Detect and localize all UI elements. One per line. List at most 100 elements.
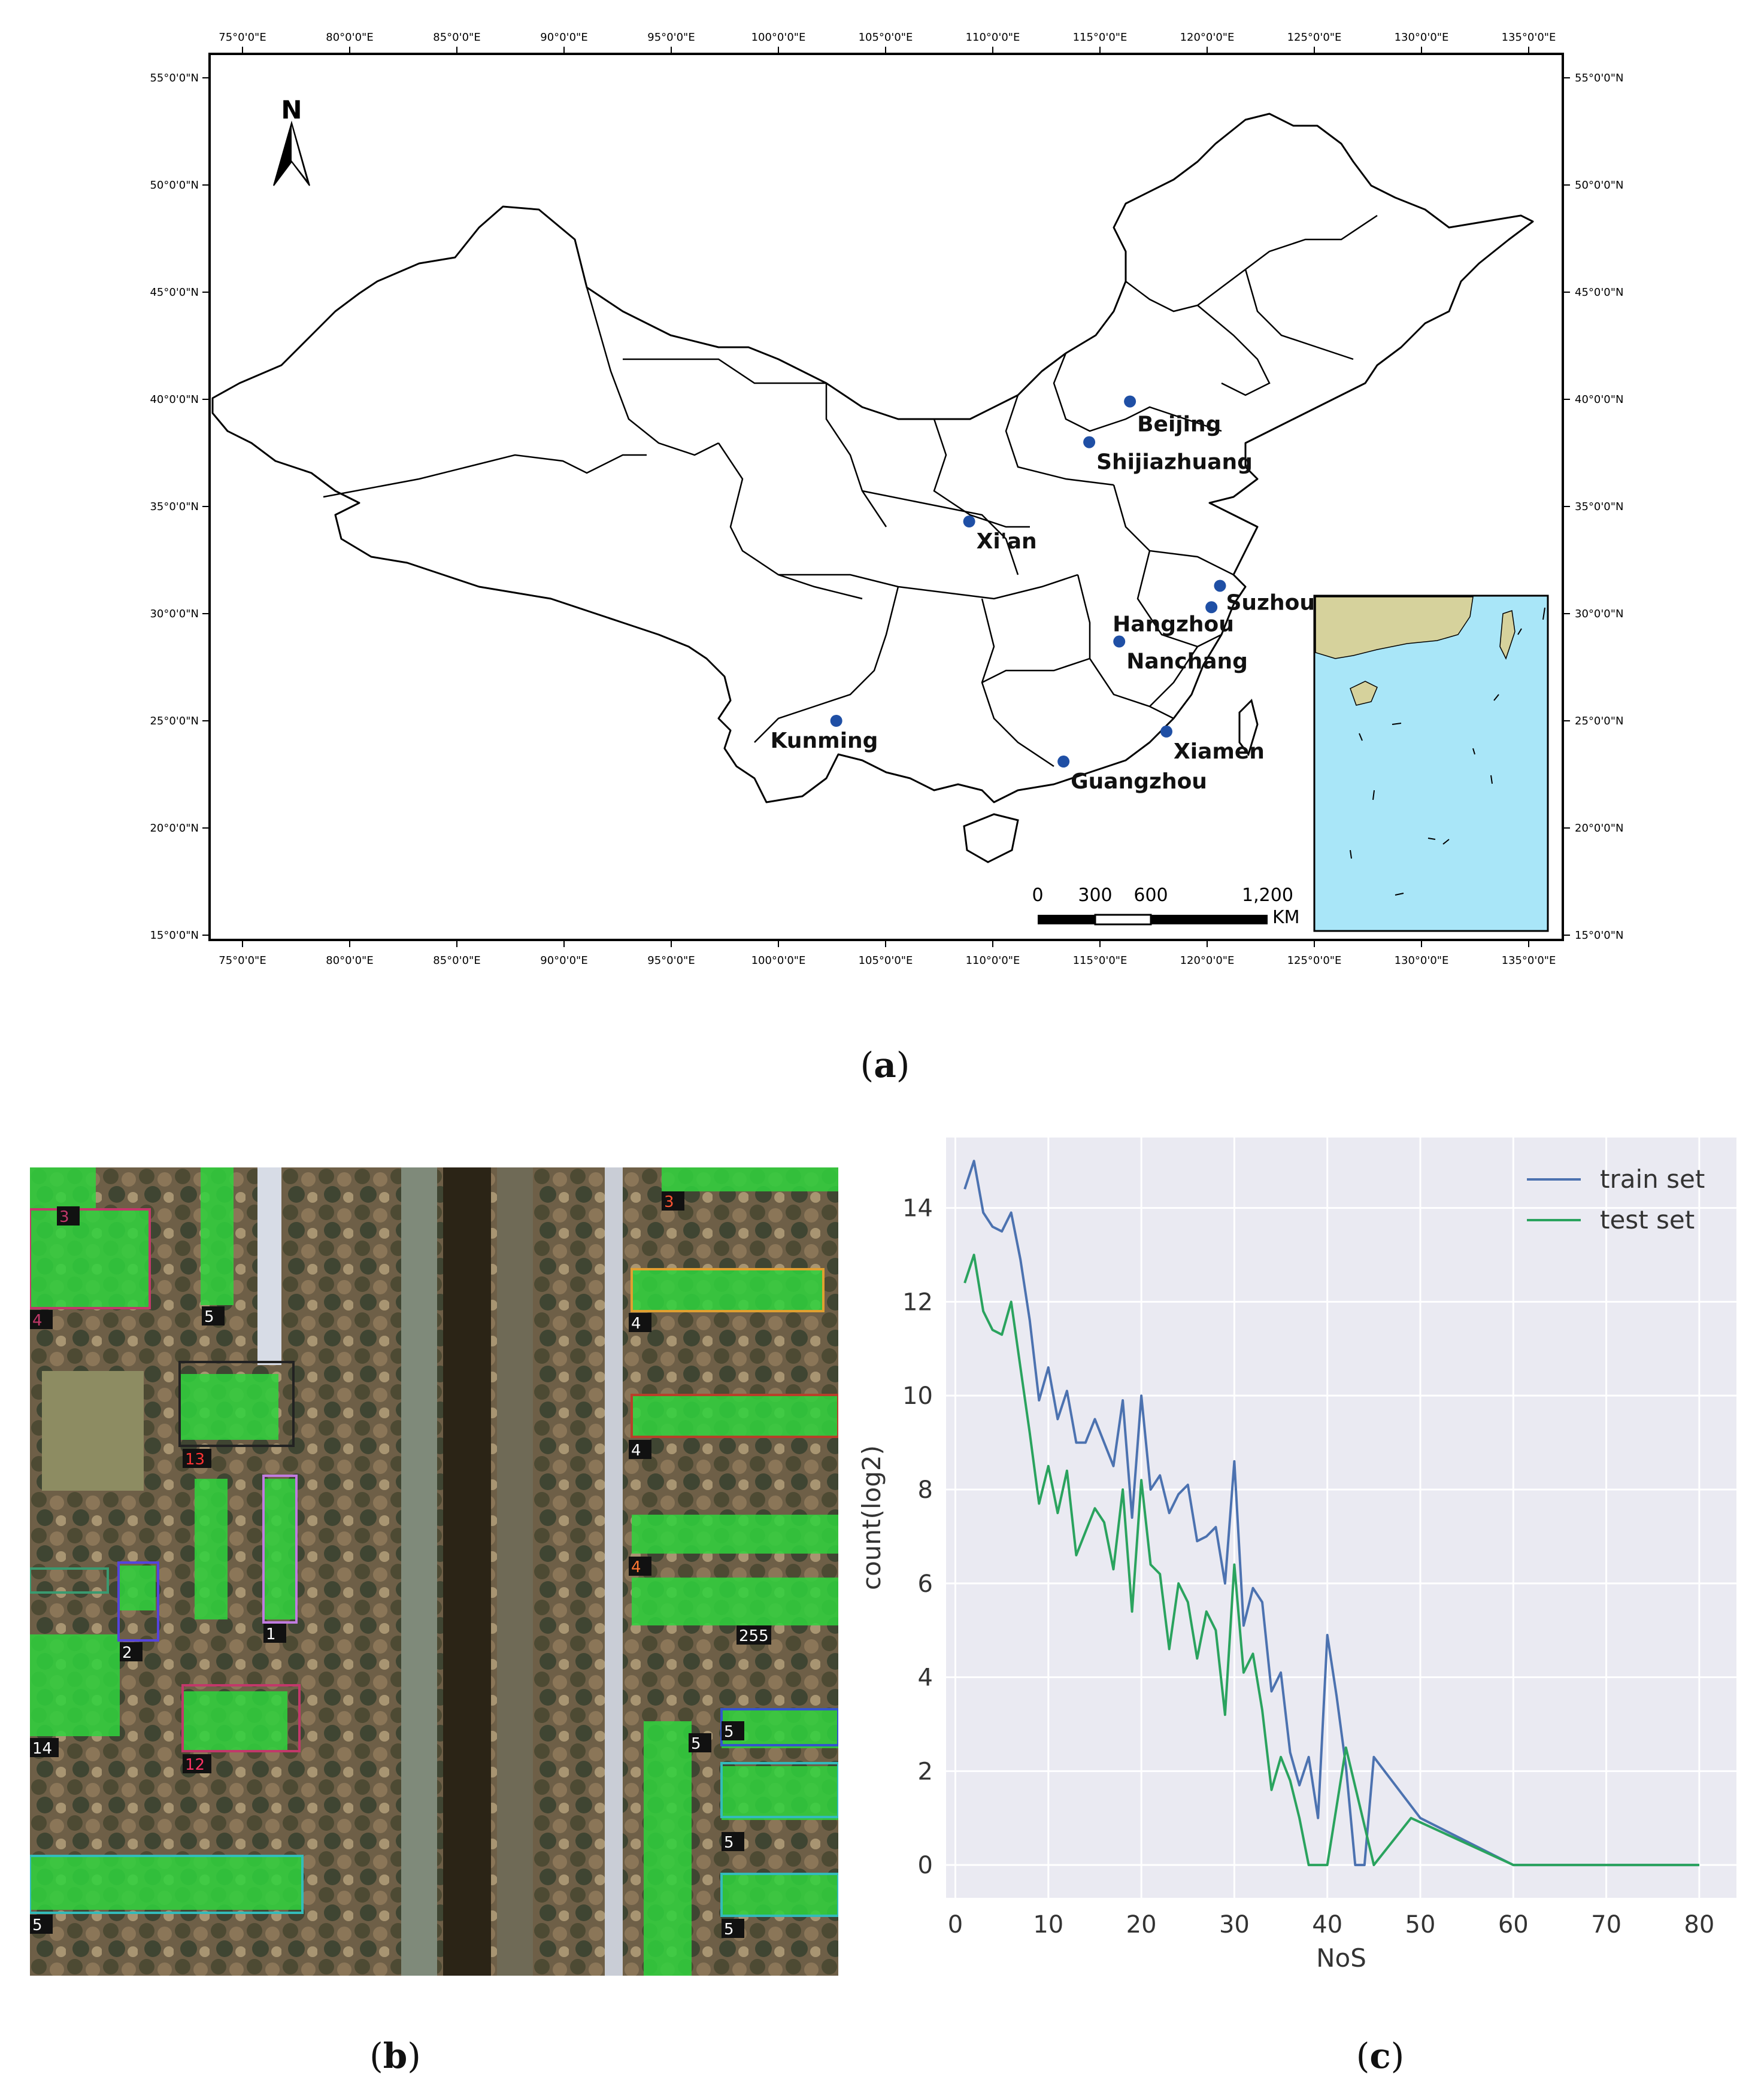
lon-label-bottom: 75°0'0"E [219, 954, 266, 967]
north-label: N [281, 95, 302, 125]
lon-label-top: 105°0'0"E [859, 31, 913, 44]
figure-b-aerial: 3 5 4 4 13 4 4 1 2 14 12 255 5 5 5 5 5 3 [29, 1167, 839, 1976]
north-arrow: N [273, 95, 310, 186]
lon-label-top: 90°0'0"E [540, 31, 587, 44]
canal [443, 1167, 491, 1976]
lat-label-left: 35°0'0"N [150, 501, 199, 513]
city-label: Xi'an [977, 529, 1037, 554]
latitude-ticks: 55°0'0"N 55°0'0"N 50°0'0"N 50°0'0"N 45°0'0"N… [150, 72, 1623, 942]
label-badge [263, 1624, 286, 1643]
lat-label-right: 30°0'0"N [1575, 608, 1624, 620]
lon-label-top: 135°0'0"E [1502, 31, 1556, 44]
inset-taiwan [1499, 610, 1516, 660]
label-badge [736, 1625, 771, 1645]
building-label: 4 [631, 1315, 641, 1333]
lon-label-top: 85°0'0"E [433, 31, 480, 44]
lat-label-right: 35°0'0"N [1575, 501, 1624, 513]
city-marker [830, 715, 842, 727]
label-badge [30, 1738, 59, 1757]
x-tick-label: 40 [1312, 1911, 1342, 1939]
china-map: 75°0'0"E 75°0'0"E 80°0'0"E 80°0'0"E 85°0'0"E… [150, 31, 1623, 967]
series-layer [963, 1160, 1699, 1867]
city-marker [1124, 395, 1136, 408]
label-badge [662, 1191, 684, 1211]
city-label: Kunming [771, 729, 878, 753]
building-masks [30, 1167, 838, 1976]
building-label: 12 [185, 1756, 205, 1774]
series-line-train [963, 1160, 1699, 1867]
label-badge [722, 1721, 744, 1740]
y-tick-label: 12 [902, 1288, 933, 1316]
chart-legend: train set test set [1527, 1164, 1705, 1234]
label-badge [202, 1306, 225, 1325]
lon-label-top: 100°0'0"E [751, 31, 806, 44]
city-marker [963, 515, 975, 528]
building-label: 1 [266, 1625, 276, 1643]
country-outline [211, 113, 1534, 803]
city-marker [1205, 601, 1218, 614]
x-tick-label: 0 [948, 1911, 963, 1939]
caption-a: (a) [860, 1045, 910, 1085]
scale-bar: 0 300 600 1,200 KM [1032, 885, 1299, 928]
grid-lines [946, 1138, 1736, 1898]
city-label: Xiamen [1174, 739, 1265, 764]
x-tick-label: 80 [1684, 1911, 1714, 1939]
lat-label-right: 15°0'0"N [1575, 929, 1624, 942]
lon-label-top: 80°0'0"E [326, 31, 373, 44]
lat-label-right: 40°0'0"N [1575, 393, 1624, 406]
scale-label-0: 0 [1032, 885, 1043, 906]
lat-label-right: 50°0'0"N [1575, 179, 1624, 192]
province-boundaries [323, 214, 1378, 768]
caption-b: (b) [369, 2036, 421, 2076]
lat-label-left: 30°0'0"N [150, 608, 199, 620]
building-label: 4 [32, 1312, 43, 1330]
city-marker [1160, 725, 1172, 738]
hainan-island [963, 813, 1019, 863]
city-marker [1083, 436, 1096, 448]
city-label: Nanchang [1126, 650, 1248, 674]
x-tick-label: 20 [1126, 1911, 1157, 1939]
lat-label-right: 25°0'0"N [1575, 715, 1624, 727]
lat-label-left: 45°0'0"N [150, 286, 199, 299]
lon-label-bottom: 85°0'0"E [433, 954, 480, 967]
lon-label-top: 115°0'0"E [1073, 31, 1127, 44]
lat-label-left: 40°0'0"N [150, 393, 199, 406]
y-tick-label: 4 [918, 1664, 933, 1692]
y-tick-label: 0 [918, 1852, 933, 1879]
lon-label-bottom: 130°0'0"E [1395, 954, 1449, 967]
caption-c: (c) [1356, 2036, 1405, 2076]
label-badge [30, 1915, 53, 1934]
scale-label-600: 600 [1133, 885, 1168, 906]
label-badge [722, 1919, 744, 1938]
legend-label: test set [1600, 1205, 1695, 1234]
building-label: 5 [724, 1723, 734, 1741]
city-label: Shijiazhuang [1096, 450, 1253, 475]
x-tick-label: 60 [1498, 1911, 1529, 1939]
label-badge [183, 1449, 211, 1468]
lon-label-bottom: 80°0'0"E [326, 954, 373, 967]
lon-label-bottom: 120°0'0"E [1180, 954, 1235, 967]
lat-label-left: 20°0'0"N [150, 822, 199, 835]
building-label: 14 [32, 1740, 52, 1758]
lat-label-left: 50°0'0"N [150, 179, 199, 192]
series-line-test [963, 1254, 1699, 1867]
longitude-ticks: 75°0'0"E 75°0'0"E 80°0'0"E 80°0'0"E 85°0'0"E… [219, 31, 1556, 967]
lat-label-left: 55°0'0"N [150, 72, 199, 84]
lon-label-bottom: 90°0'0"E [540, 954, 587, 967]
lat-label-left: 25°0'0"N [150, 715, 199, 727]
x-axis-label: NoS [1316, 1943, 1366, 1973]
y-tick-label: 14 [902, 1195, 933, 1223]
line-chart: 0 10 20 30 40 50 60 70 80 0 2 4 6 8 10 12 14 NoS count(l… [857, 1138, 1736, 1973]
city-marker [1113, 635, 1126, 648]
building-label: 5 [724, 1834, 734, 1852]
scale-unit: KM [1272, 907, 1300, 928]
lon-label-top: 95°0'0"E [647, 31, 695, 44]
lon-label-top: 130°0'0"E [1395, 31, 1449, 44]
label-badge [120, 1642, 143, 1661]
lon-label-top: 110°0'0"E [966, 31, 1020, 44]
axis-ticks: 0 10 20 30 40 50 60 70 80 0 2 4 6 8 10 12 14 [902, 1195, 1714, 1939]
figure-c-chart: 0 10 20 30 40 50 60 70 80 0 2 4 6 8 10 12 14 NoS count(l… [838, 1120, 1764, 1994]
lon-label-top: 125°0'0"E [1287, 31, 1342, 44]
building-label: 3 [664, 1193, 674, 1211]
